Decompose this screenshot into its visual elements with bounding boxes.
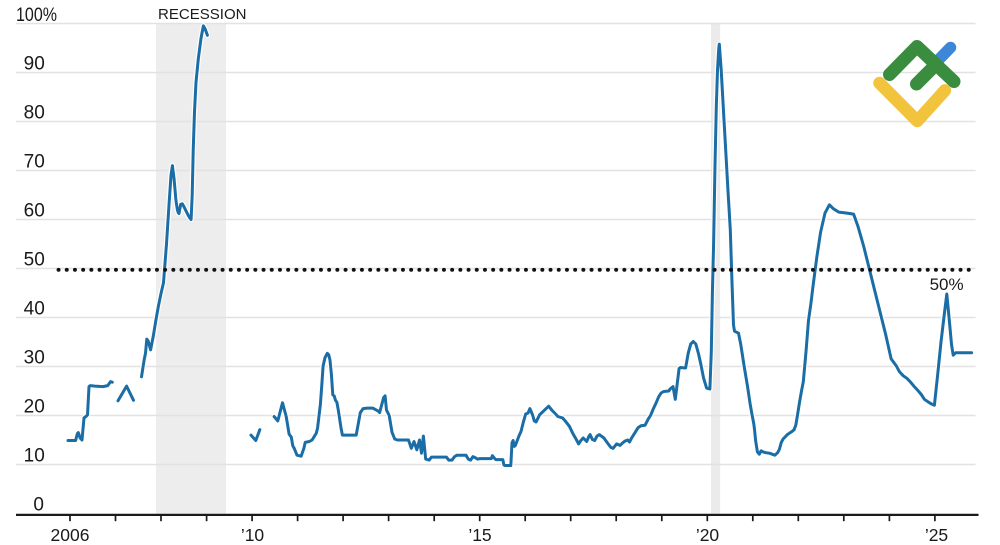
svg-text:70: 70	[24, 152, 45, 173]
svg-text:2006: 2006	[51, 525, 90, 545]
svg-text:20: 20	[24, 397, 45, 418]
svg-text:40: 40	[24, 299, 45, 320]
svg-text:60: 60	[24, 201, 45, 222]
svg-text:100%: 100%	[16, 5, 57, 26]
svg-text:80: 80	[24, 103, 45, 124]
svg-text:RECESSION: RECESSION	[158, 6, 247, 23]
svg-text:50: 50	[24, 250, 45, 271]
svg-text:10: 10	[24, 446, 45, 467]
svg-text:30: 30	[24, 348, 45, 369]
svg-text:90: 90	[24, 54, 45, 75]
svg-text:50%: 50%	[930, 275, 964, 294]
svg-text:’25: ’25	[925, 525, 948, 545]
svg-text:’15: ’15	[468, 525, 491, 545]
svg-text:’20: ’20	[696, 525, 720, 545]
svg-text:’10: ’10	[241, 525, 265, 545]
svg-text:0: 0	[33, 495, 44, 516]
